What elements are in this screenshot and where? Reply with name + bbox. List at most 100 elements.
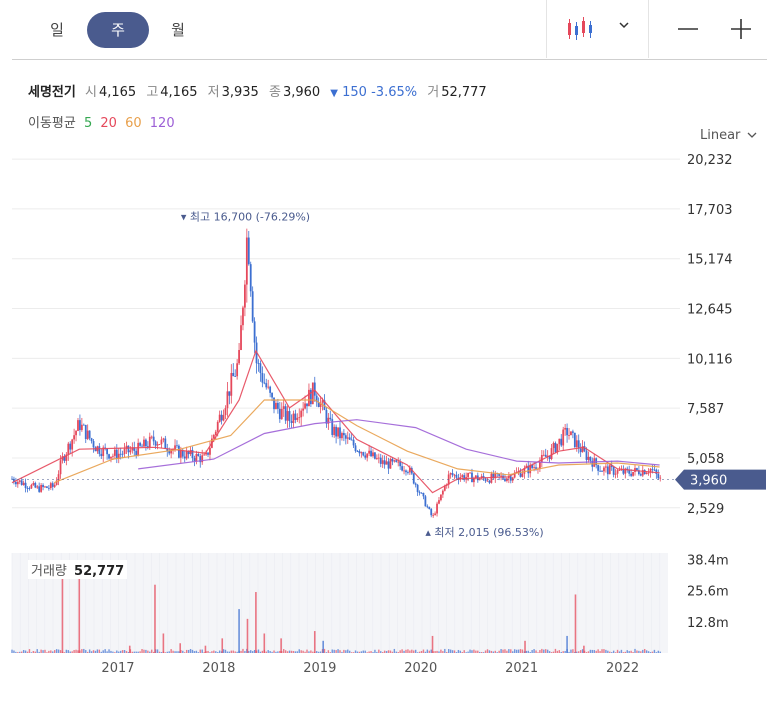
candle-body: [46, 486, 48, 488]
volume-bar: [55, 649, 58, 653]
candle-body: [478, 478, 481, 481]
candle-body: [178, 445, 180, 458]
volume-bar: [597, 649, 599, 653]
volume-bar: [61, 570, 64, 653]
ma-60[interactable]: 60: [125, 116, 142, 131]
candle-body: [187, 451, 190, 455]
volume-bar: [642, 649, 644, 653]
time-tick-label: 2021: [505, 661, 538, 676]
candle-body: [558, 438, 561, 444]
volume-bar: [313, 631, 316, 653]
volume-bar: [451, 650, 454, 653]
volume-bar: [195, 650, 198, 653]
close-value: 3,960: [282, 85, 321, 100]
candle-body: [106, 448, 109, 455]
volume-bar: [403, 650, 405, 653]
candle-body: [245, 237, 248, 285]
volume-bar: [333, 649, 335, 653]
candle-body: [209, 447, 211, 455]
volume-bar: [469, 649, 471, 653]
candle-body: [137, 442, 140, 456]
volume-bar: [284, 650, 287, 653]
candle-body: [488, 480, 491, 483]
candle-body: [645, 472, 648, 475]
candle-body: [403, 470, 405, 472]
tab-daily[interactable]: 일: [50, 21, 64, 39]
candle-body: [69, 443, 72, 450]
candle-body: [90, 438, 93, 442]
volume-tick-label: 38.4m: [687, 553, 729, 568]
ma-20[interactable]: 20: [100, 116, 117, 131]
candle-body: [115, 449, 118, 459]
volume-tick-label: 12.8m: [687, 616, 729, 631]
volume-bar: [337, 649, 339, 653]
volume-bar: [395, 651, 397, 653]
candle-body: [636, 468, 638, 471]
volume-bar: [385, 651, 388, 653]
volume-bar: [193, 651, 196, 653]
ma-120[interactable]: 120: [149, 116, 175, 131]
volume-bar: [484, 650, 487, 653]
candle-body: [139, 442, 141, 446]
candle-body: [154, 441, 157, 446]
candle-body: [267, 386, 270, 388]
volume-bar: [436, 650, 438, 653]
volume-value: 52,777: [441, 85, 487, 100]
candle-body: [529, 464, 532, 474]
tab-monthly[interactable]: 월: [171, 21, 185, 39]
candle-body: [420, 492, 423, 494]
candle-body: [434, 513, 437, 515]
chevron-down-icon[interactable]: [617, 18, 631, 32]
candle-body: [304, 403, 306, 409]
tab-weekly[interactable]: 주: [87, 12, 149, 48]
candlestick-icon[interactable]: [566, 14, 596, 44]
volume-bar: [179, 643, 182, 653]
volume-bar: [11, 649, 13, 653]
change-percent: -3.65%: [371, 85, 418, 100]
candle-body: [179, 450, 182, 458]
ma-5[interactable]: 5: [83, 116, 93, 131]
candle-body: [193, 458, 196, 462]
volume-bar: [626, 650, 628, 653]
candle-body: [110, 456, 112, 459]
candle-body: [13, 478, 15, 482]
candle-body: [391, 458, 394, 462]
volume-bar: [413, 650, 415, 653]
scale-label: Linear: [700, 128, 741, 143]
volume-bar: [106, 651, 108, 653]
scale-dropdown[interactable]: Linear: [700, 128, 757, 143]
candle-body: [358, 451, 361, 454]
candle-body: [275, 402, 277, 410]
volume-bar: [572, 649, 574, 653]
volume-bar: [211, 651, 213, 653]
volume-bar: [356, 651, 359, 653]
volume-bar: [26, 651, 29, 653]
toolbar-divider: [546, 0, 547, 58]
candle-body: [624, 468, 627, 474]
volume-bar: [401, 649, 403, 653]
candle-body: [461, 475, 464, 478]
candle-body: [354, 445, 357, 452]
candle-body: [220, 414, 223, 421]
candle-body: [113, 449, 116, 456]
low-label: 저: [207, 85, 220, 100]
candle-body: [399, 461, 402, 467]
candle-body: [531, 464, 534, 468]
candle-body: [302, 408, 305, 411]
volume-bar: [593, 650, 595, 653]
candle-body: [131, 447, 134, 451]
volume-bar: [22, 650, 25, 653]
candle-body: [243, 284, 246, 308]
volume-bar: [317, 651, 320, 653]
volume-bar: [116, 650, 118, 653]
candle-body: [195, 454, 198, 462]
annotations: ▾ 최고 16,700 (-76.29%) ▴ 최저 2,015 (96.53%)…: [12, 211, 766, 539]
candle-body: [30, 484, 33, 489]
period-toolbar: 일 주 월: [0, 0, 773, 60]
plus-icon[interactable]: [727, 15, 755, 43]
volume-bar: [659, 651, 661, 653]
open-label: 시: [84, 85, 97, 100]
minus-icon[interactable]: [674, 15, 702, 43]
candle-body: [185, 451, 188, 459]
